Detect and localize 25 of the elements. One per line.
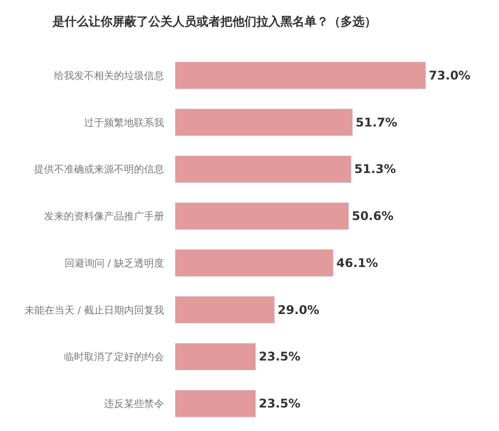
bar: [175, 249, 334, 277]
bar: [175, 62, 426, 90]
y-tick-label: 发来的资料像产品推广手册: [44, 210, 164, 223]
data-label: 73.0%: [428, 68, 470, 82]
bar: [175, 342, 256, 371]
chart-title: 是什么让你屏蔽了公关人员或者把他们拉入黑名单？（多选）: [51, 14, 376, 29]
data-label: 46.1%: [336, 256, 378, 270]
data-label: 50.6%: [352, 209, 394, 224]
bar: [175, 108, 353, 136]
data-label: 23.5%: [258, 396, 300, 411]
data-label: 51.7%: [356, 115, 398, 130]
bar: [175, 155, 352, 184]
y-tick-label: 未能在当天 / 截止日期内回复我: [24, 304, 164, 316]
bar: [175, 202, 350, 230]
data-label: 51.3%: [354, 162, 396, 176]
data-label: 23.5%: [258, 350, 300, 364]
y-tick-label: 给我发不相关的垃圾信息: [54, 70, 164, 82]
bar: [175, 296, 275, 324]
y-tick-label: 过于频繁地联系我: [84, 116, 164, 129]
y-tick-label: 提供不准确或来源不明的信息: [34, 164, 164, 176]
y-tick-label: 回避询问 / 缺乏透明度: [64, 257, 164, 270]
bar: [175, 390, 256, 418]
y-tick-label: 违反某些禁令: [104, 398, 164, 410]
data-label: 29.0%: [278, 302, 320, 317]
y-tick-label: 临时取消了定好的约会: [64, 351, 164, 364]
